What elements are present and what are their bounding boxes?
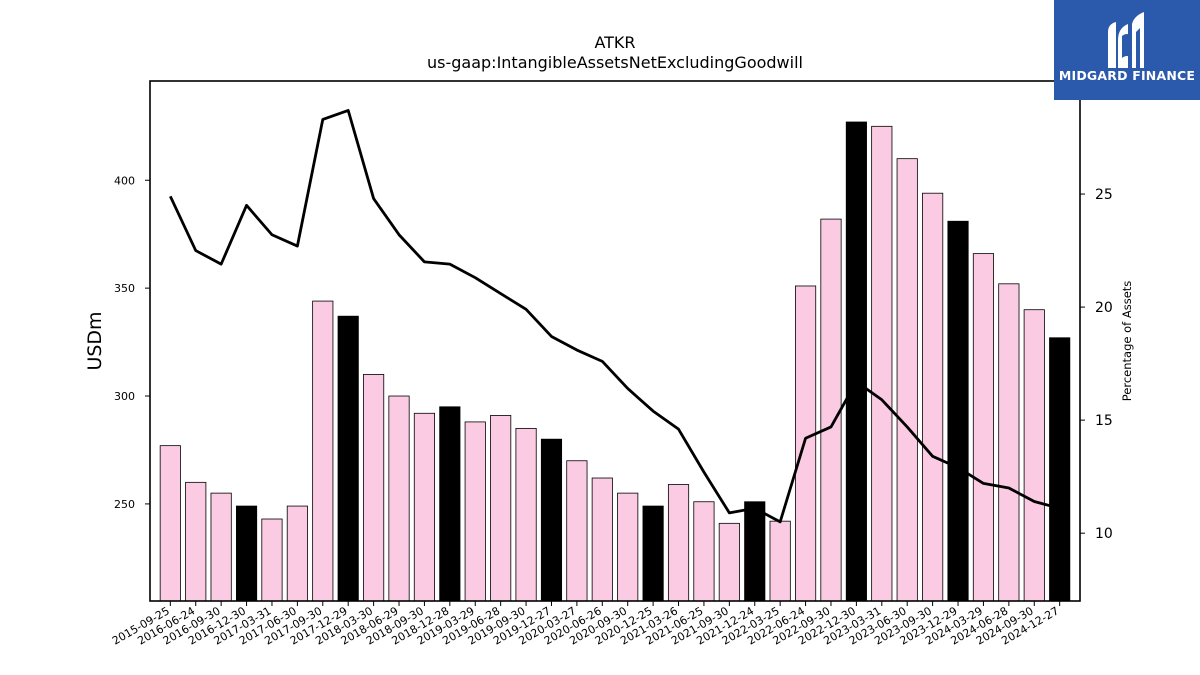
- y-axis-label: USDm: [84, 311, 106, 370]
- bar-2024-06-28: [998, 283, 1020, 602]
- bar-2016-12-30: [235, 505, 258, 602]
- bar-2023-06-30: [896, 158, 918, 602]
- bar-2023-12-29: [947, 220, 969, 602]
- chart-title: ATKR: [594, 33, 635, 52]
- bar-2023-03-31: [871, 125, 893, 602]
- bar-2016-06-24: [185, 481, 207, 602]
- y2-axis-label: Percentage of Assets: [1120, 281, 1134, 402]
- y-tick-label: 300: [114, 390, 135, 403]
- bar-2024-03-29: [972, 253, 995, 602]
- y2-tick-label: 20: [1095, 300, 1113, 316]
- bar-2018-06-29: [388, 395, 410, 602]
- bar-2024-09-30: [1023, 309, 1045, 602]
- bar-2018-12-28: [439, 406, 461, 602]
- bar-2017-03-31: [261, 518, 283, 602]
- y-tick-label: 250: [114, 498, 135, 511]
- bar-2017-09-30: [312, 300, 334, 602]
- y-tick-label: 400: [114, 174, 135, 187]
- bar-2022-12-30: [845, 121, 867, 602]
- bar-2019-06-28: [490, 415, 512, 602]
- percentage-line: [169, 108, 1061, 524]
- percentage-series-line: [169, 108, 1061, 524]
- y2-tick-label: 15: [1095, 413, 1113, 429]
- bar-2017-06-30: [286, 505, 308, 602]
- y2-tick-label: 25: [1095, 187, 1113, 203]
- bar-2022-03-25: [769, 520, 791, 602]
- bar-2024-12-27: [1049, 337, 1071, 602]
- plot-frame: [149, 80, 1081, 602]
- bar-2019-03-29: [464, 421, 486, 602]
- bar-2021-06-25: [693, 501, 715, 602]
- bar-2017-12-29: [337, 315, 359, 602]
- bar-2021-09-30: [718, 522, 740, 602]
- bar-2022-09-30: [820, 218, 842, 602]
- y2-tick-label: 10: [1095, 526, 1113, 542]
- bar-2021-12-24: [744, 501, 766, 602]
- midgard-m-logo-icon: [1108, 12, 1144, 68]
- bar-2020-09-30: [617, 492, 639, 602]
- brand-name: MIDGARD FINANCE: [1058, 68, 1196, 83]
- bar-2018-03-30: [363, 374, 385, 602]
- bar-2019-09-30: [515, 427, 537, 602]
- bar-2021-03-26: [667, 484, 690, 602]
- bar-2018-09-30: [413, 412, 435, 602]
- bar-2023-09-30: [922, 192, 944, 602]
- bar-2020-03-27: [566, 460, 588, 602]
- bar-2020-12-25: [642, 505, 664, 602]
- bars: [159, 121, 1071, 602]
- brand-logo: MIDGARD FINANCE: [1054, 0, 1200, 100]
- bar-2022-06-24: [795, 285, 817, 602]
- y-tick-label: 350: [114, 282, 135, 295]
- bar-2016-09-30: [210, 492, 232, 602]
- bar-2019-12-27: [540, 438, 563, 602]
- bar-2015-09-25: [159, 445, 181, 602]
- bar-2020-06-26: [591, 477, 613, 602]
- chart-subtitle: us-gaap:IntangibleAssetsNetExcludingGood…: [427, 53, 803, 72]
